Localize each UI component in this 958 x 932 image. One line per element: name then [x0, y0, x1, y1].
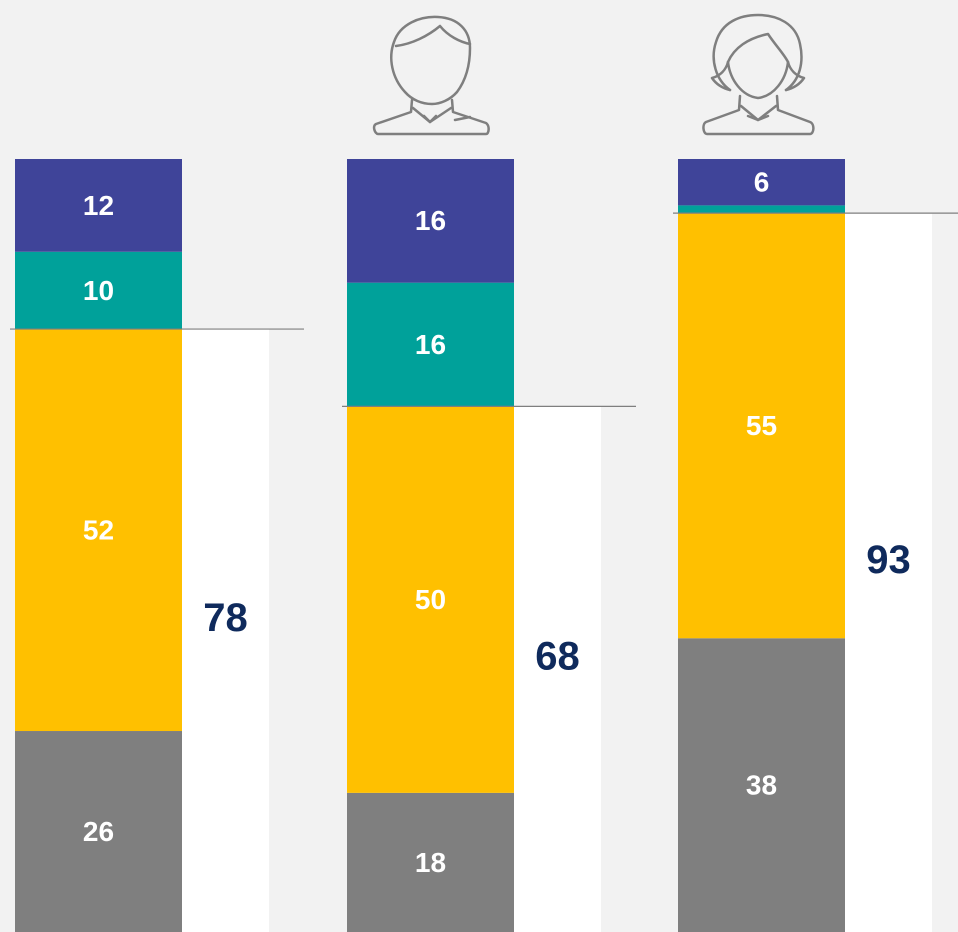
total-label: 78	[203, 596, 248, 640]
total-label: 68	[535, 635, 580, 679]
bar-segment	[15, 159, 182, 252]
bar-segment	[15, 251, 182, 330]
bar-segment	[678, 205, 845, 214]
bar-segment	[347, 282, 514, 407]
value-label: 52	[83, 514, 114, 545]
value-label: 16	[415, 329, 446, 360]
value-label: 55	[746, 410, 777, 441]
value-label: 18	[415, 847, 446, 878]
value-label: 6	[754, 167, 770, 198]
total-bar	[845, 213, 932, 932]
bar-segment	[347, 406, 514, 793]
bar-segment	[678, 213, 845, 639]
value-label: 16	[415, 205, 446, 236]
bar-segment	[678, 638, 845, 932]
total-label: 93	[866, 538, 911, 582]
male-icon	[372, 15, 490, 136]
total-bar	[182, 329, 269, 932]
value-label: 26	[83, 816, 114, 847]
total-bar	[514, 406, 601, 932]
bar-segment	[678, 159, 845, 206]
bar-segment	[15, 329, 182, 732]
value-label: 38	[746, 770, 777, 801]
bar-segment	[15, 731, 182, 932]
bar-segment	[347, 159, 514, 283]
value-label: 50	[415, 584, 446, 615]
value-label: 10	[83, 275, 114, 306]
value-label: 12	[83, 190, 114, 221]
female-icon	[702, 13, 815, 136]
bar-segment	[347, 792, 514, 932]
